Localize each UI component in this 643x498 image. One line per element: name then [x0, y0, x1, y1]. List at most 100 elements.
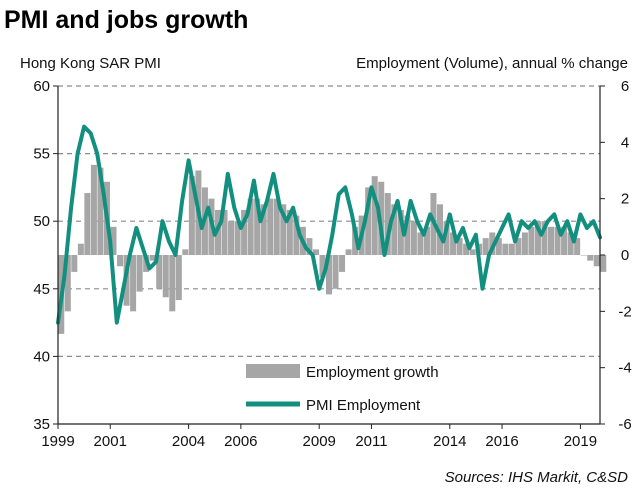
- bar-43: [339, 255, 346, 272]
- bar-27: [234, 221, 241, 255]
- bar-31: [260, 204, 267, 255]
- x-tick-label: 2009: [303, 433, 336, 450]
- right-tick-label: 4: [621, 134, 629, 151]
- bar-81: [587, 255, 594, 261]
- bar-67: [495, 238, 502, 255]
- bar-53: [404, 215, 411, 255]
- bar-76: [554, 226, 561, 255]
- left-axis-label: Hong Kong SAR PMI: [20, 55, 161, 72]
- bar-8: [110, 226, 117, 255]
- bar-4: [84, 193, 91, 255]
- x-tick-label: 2006: [224, 433, 257, 450]
- bar-47: [365, 187, 372, 255]
- bar-14: [149, 255, 156, 261]
- bar-20: [188, 176, 195, 255]
- left-tick-label: 40: [33, 348, 50, 365]
- bar-1: [64, 255, 71, 312]
- right-tick-label: 6: [621, 78, 629, 95]
- bar-65: [482, 238, 489, 255]
- bar-29: [247, 198, 254, 255]
- gridlines: [58, 85, 600, 357]
- bar-28: [241, 209, 248, 255]
- bar-58: [437, 204, 444, 255]
- left-tick-label: 55: [33, 146, 50, 163]
- chart-title: PMI and jobs growth: [4, 6, 248, 34]
- axes: [53, 85, 605, 429]
- bar-18: [175, 255, 182, 301]
- left-tick-label: 60: [33, 78, 50, 95]
- right-tick-label: -4: [618, 360, 631, 377]
- bar-25: [221, 209, 228, 255]
- right-tick-labels: 6 4 2 0 -2 -4 -6: [618, 78, 631, 433]
- bar-15: [156, 255, 163, 289]
- left-tick-label: 35: [33, 416, 50, 433]
- right-tick-label: 2: [621, 191, 629, 208]
- x-tick-label: 2011: [355, 433, 387, 450]
- legend-label-employment-growth: Employment growth: [306, 364, 439, 381]
- bar-59: [443, 221, 450, 255]
- bar-12: [136, 255, 143, 292]
- bar-75: [548, 226, 555, 255]
- legend: Employment growth PMI Employment: [246, 364, 439, 414]
- bar-71: [521, 232, 528, 255]
- bar-56: [423, 226, 430, 255]
- bar-83: [600, 255, 607, 272]
- bar-74: [541, 221, 548, 255]
- x-tick-label: 1999: [41, 433, 74, 450]
- bar-72: [528, 226, 535, 255]
- x-tick-label: 2004: [172, 433, 205, 450]
- pmi-employment-line: [56, 124, 602, 325]
- bar-63: [469, 249, 476, 255]
- bar-39: [312, 249, 319, 255]
- bar-48: [371, 176, 378, 255]
- bar-69: [508, 243, 515, 255]
- bar-32: [267, 198, 274, 255]
- bar-80: [580, 255, 587, 256]
- bar-50: [384, 193, 391, 255]
- bar-26: [228, 221, 235, 255]
- bar-60: [450, 232, 457, 255]
- bar-34: [280, 204, 287, 255]
- bar-16: [162, 255, 169, 298]
- left-tick-labels: 60 55 50 45 40 35: [33, 78, 50, 433]
- right-tick-label: 0: [621, 247, 629, 264]
- bar-17: [169, 255, 176, 312]
- x-tick-label: 2016: [485, 433, 518, 450]
- bar-55: [417, 232, 424, 255]
- legend-label-pmi-employment: PMI Employment: [306, 397, 421, 414]
- bar-82: [593, 255, 600, 267]
- bar-30: [254, 198, 261, 255]
- bar-79: [574, 238, 581, 255]
- bar-2: [71, 255, 78, 272]
- bar-36: [293, 215, 300, 255]
- bar-77: [561, 226, 568, 255]
- employment-growth-bars: [58, 164, 607, 334]
- right-axis-label: Employment (Volume), annual % change: [356, 55, 628, 72]
- bar-61: [456, 238, 463, 255]
- bar-68: [502, 243, 509, 255]
- bar-51: [391, 204, 398, 255]
- bar-54: [410, 221, 417, 255]
- bar-40: [319, 255, 326, 278]
- left-tick-label: 50: [33, 213, 50, 230]
- source-note: Sources: IHS Markit, C&SD: [445, 469, 629, 486]
- bar-73: [534, 221, 541, 255]
- bar-41: [325, 255, 333, 295]
- x-tick-labels: 1999 2001 2004 2006 2009 2011 2014 2016 2019: [41, 433, 597, 450]
- bar-5: [90, 164, 97, 255]
- bar-44: [345, 249, 352, 255]
- bar-33: [273, 198, 280, 255]
- x-tick-label: 2001: [94, 433, 127, 450]
- legend-swatch-employment-growth: [246, 364, 300, 378]
- bar-35: [286, 209, 293, 255]
- left-tick-label: 45: [33, 281, 50, 298]
- bar-3: [77, 243, 84, 255]
- right-tick-label: -2: [618, 303, 631, 320]
- bar-38: [306, 238, 313, 255]
- x-tick-label: 2014: [433, 433, 466, 450]
- bar-11: [130, 255, 137, 312]
- bar-52: [397, 209, 404, 255]
- pmi-employment-line-layer: [56, 124, 602, 325]
- bar-9: [117, 255, 124, 267]
